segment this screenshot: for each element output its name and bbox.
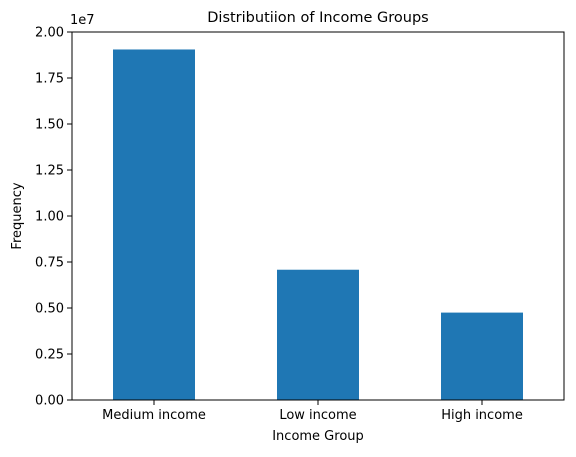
y-tick-label: 1.25 bbox=[35, 164, 64, 179]
y-tick-label: 1.00 bbox=[35, 210, 64, 225]
y-axis-label: Frequency bbox=[10, 182, 25, 249]
y-axis-offset-label: 1e7 bbox=[70, 13, 95, 28]
bar bbox=[113, 49, 195, 400]
bar bbox=[277, 269, 359, 400]
y-tick-label: 0.75 bbox=[35, 256, 64, 271]
chart-title: Distributiion of Income Groups bbox=[207, 10, 428, 26]
ticks: Medium income Low income High income 0.00 0.… bbox=[35, 26, 523, 424]
y-tick-label: 2.00 bbox=[35, 26, 64, 41]
y-tick-label: 0.25 bbox=[35, 348, 64, 363]
x-tick-label: High income bbox=[441, 408, 523, 423]
x-axis-label: Income Group bbox=[272, 429, 364, 444]
bars bbox=[113, 49, 523, 400]
y-tick-label: 1.75 bbox=[35, 72, 64, 87]
y-tick-label: 1.50 bbox=[35, 118, 64, 133]
x-tick-label: Medium income bbox=[102, 408, 206, 423]
x-tick-label: Low income bbox=[279, 408, 356, 423]
bar bbox=[441, 312, 523, 400]
y-tick-label: 0.00 bbox=[35, 394, 64, 409]
y-tick-label: 0.50 bbox=[35, 302, 64, 317]
